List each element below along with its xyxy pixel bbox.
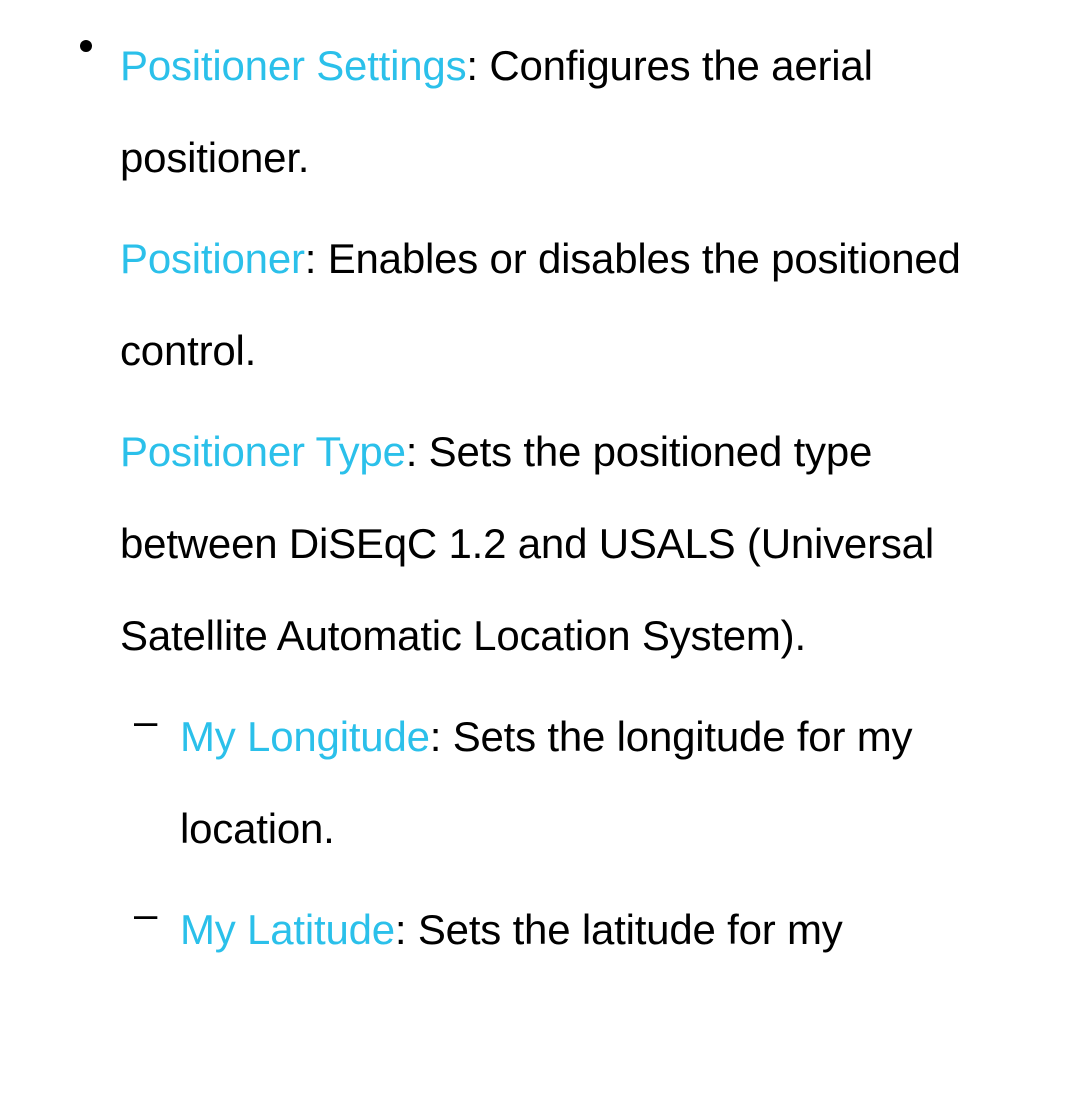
desc-my-latitude: : Sets the latitude for my xyxy=(395,906,843,953)
list-item: My Latitude: Sets the latitude for my xyxy=(134,884,1040,976)
term-positioner-settings: Positioner Settings xyxy=(120,42,466,89)
paragraph-my-longitude: My Longitude: Sets the longitude for my … xyxy=(180,691,1040,876)
list-item: Positioner Settings: Configures the aeri… xyxy=(80,20,1040,976)
term-positioner: Positioner xyxy=(120,235,305,282)
paragraph-positioner-settings: Positioner Settings: Configures the aeri… xyxy=(120,20,1040,205)
term-my-latitude: My Latitude xyxy=(180,906,395,953)
term-positioner-type: Positioner Type xyxy=(120,428,406,475)
dash-sublist: My Longitude: Sets the longitude for my … xyxy=(120,691,1040,976)
term-my-longitude: My Longitude xyxy=(180,713,430,760)
document-page: Positioner Settings: Configures the aeri… xyxy=(0,0,1080,976)
bulleted-list: Positioner Settings: Configures the aeri… xyxy=(40,20,1040,976)
list-item: My Longitude: Sets the longitude for my … xyxy=(134,691,1040,876)
paragraph-positioner: Positioner: Enables or disables the posi… xyxy=(120,213,1040,398)
paragraph-positioner-type: Positioner Type: Sets the positioned typ… xyxy=(120,406,1040,683)
paragraph-my-latitude: My Latitude: Sets the latitude for my xyxy=(180,884,1040,976)
